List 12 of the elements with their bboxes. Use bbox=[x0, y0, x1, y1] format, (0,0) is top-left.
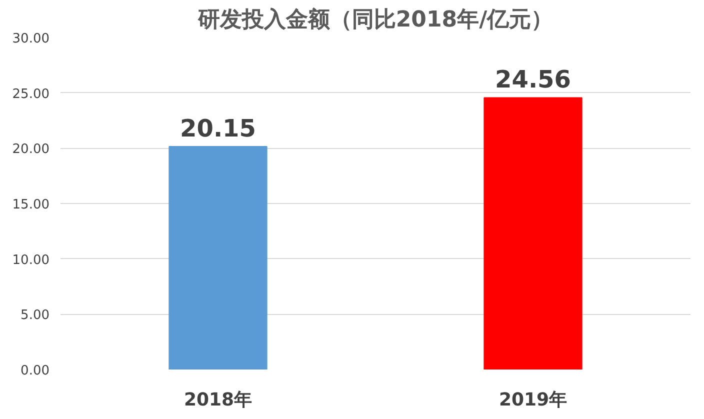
data-label: 24.56 bbox=[495, 66, 571, 94]
y-tick-label: 5.00 bbox=[20, 308, 50, 324]
y-tick-label: 15.00 bbox=[12, 198, 50, 212]
chart-title: 研发投入金额（同比2018年/亿元） bbox=[196, 6, 554, 32]
y-tick-label: 25.00 bbox=[12, 86, 50, 102]
y-tick-label: 10.00 bbox=[12, 252, 50, 268]
x-tick-label: 2018年 bbox=[184, 390, 252, 410]
x-tick-label: 2019年 bbox=[498, 390, 568, 410]
y-tick-label: 30.00 bbox=[12, 32, 50, 46]
y-tick-label: 0.00 bbox=[20, 364, 50, 378]
y-tick-label: 20.00 bbox=[12, 142, 50, 158]
data-label: 20.15 bbox=[180, 114, 256, 143]
